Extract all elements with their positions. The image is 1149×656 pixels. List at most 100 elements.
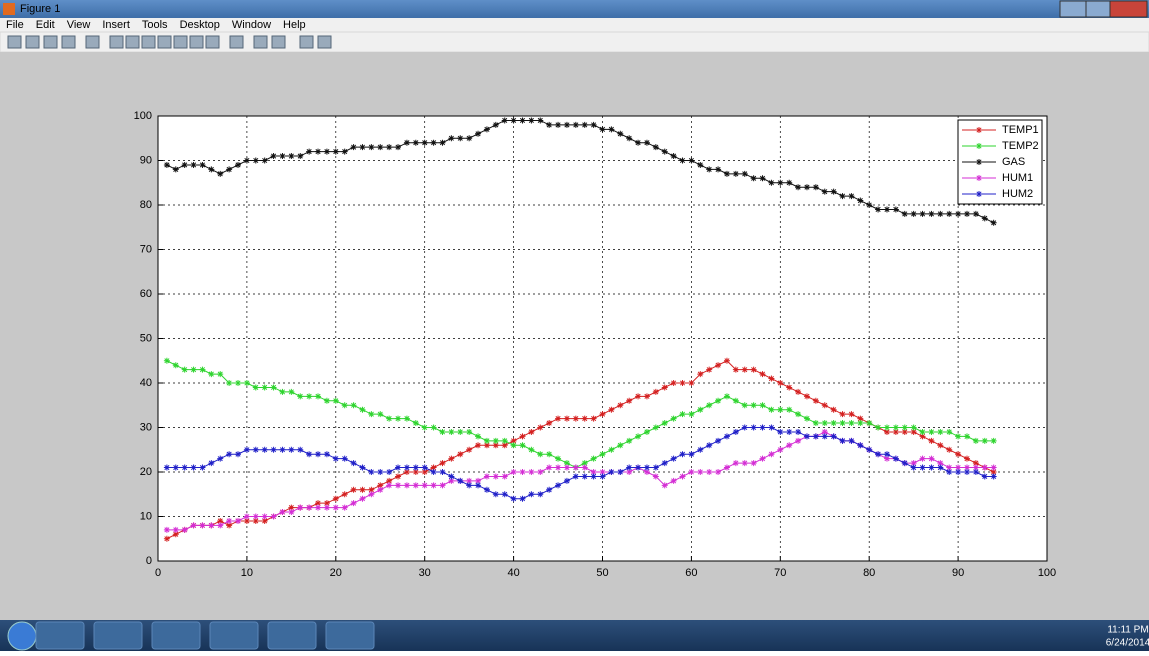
menu-item[interactable]: Insert [102, 19, 130, 31]
tool-button[interactable] [271, 35, 286, 49]
point-marker [243, 157, 250, 164]
tool-button[interactable] [125, 35, 140, 49]
point-marker [163, 526, 170, 533]
taskbar-app[interactable] [209, 621, 259, 650]
point-marker [608, 446, 615, 453]
point-marker [243, 380, 250, 386]
point-marker [883, 455, 890, 462]
point-marker [386, 469, 393, 475]
point-marker [297, 504, 304, 511]
point-marker [261, 157, 268, 164]
point-marker [928, 464, 935, 471]
point-marker [466, 428, 473, 435]
minimize-button[interactable] [1059, 0, 1087, 18]
point-marker [955, 451, 962, 458]
point-marker [750, 460, 757, 467]
point-marker [483, 442, 490, 449]
point-marker [359, 144, 366, 151]
tool-button[interactable] [25, 35, 40, 49]
taskbar-app[interactable] [35, 621, 85, 650]
point-marker [777, 179, 784, 186]
taskbar-app[interactable] [151, 621, 201, 650]
point-marker [688, 380, 695, 386]
point-marker [768, 179, 775, 186]
y-tick-label: 80 [140, 199, 152, 211]
point-marker [732, 428, 739, 435]
point-marker [643, 464, 650, 471]
tool-button[interactable] [61, 35, 76, 49]
menu-item[interactable]: Edit [36, 19, 55, 31]
start-button[interactable] [7, 621, 37, 651]
point-marker [599, 411, 606, 418]
point-marker [910, 424, 917, 431]
point-marker [679, 380, 686, 386]
point-marker [181, 161, 188, 168]
tool-button[interactable] [43, 35, 58, 49]
point-marker [679, 451, 686, 458]
point-marker [963, 455, 970, 462]
point-marker [759, 424, 766, 431]
close-button[interactable] [1109, 0, 1148, 18]
tool-button[interactable] [173, 35, 188, 49]
tool-button[interactable] [157, 35, 172, 49]
taskbar-app[interactable] [267, 621, 317, 650]
point-marker [430, 464, 437, 471]
point-marker [803, 415, 810, 422]
menu-item[interactable]: Help [283, 19, 306, 31]
point-marker [323, 451, 330, 458]
point-marker [830, 433, 837, 440]
tool-button[interactable] [299, 35, 314, 49]
point-marker [555, 455, 562, 462]
menu-item[interactable]: View [67, 19, 91, 31]
point-marker [786, 179, 793, 186]
menu-item[interactable]: Window [232, 19, 271, 31]
legend-marker [976, 143, 982, 149]
point-marker [750, 366, 757, 373]
series-line [166, 119, 994, 224]
point-marker [590, 455, 597, 462]
y-tick-label: 20 [140, 466, 152, 478]
point-marker [643, 139, 650, 146]
point-marker [883, 428, 890, 435]
point-marker [723, 433, 730, 440]
point-marker [981, 215, 988, 222]
tool-button[interactable] [85, 35, 100, 49]
menu-item[interactable]: Desktop [180, 19, 220, 31]
tool-button[interactable] [189, 35, 204, 49]
point-marker [670, 477, 677, 484]
point-marker [697, 446, 704, 453]
point-marker [279, 509, 286, 516]
point-marker [270, 153, 277, 160]
menu-item[interactable]: File [6, 19, 24, 31]
point-marker [812, 433, 819, 440]
tool-button[interactable] [7, 35, 22, 49]
tool-button[interactable] [109, 35, 124, 49]
legend-label: TEMP2 [1002, 140, 1039, 152]
tool-button[interactable] [229, 35, 244, 49]
point-marker [377, 411, 384, 418]
maximize-button[interactable] [1085, 0, 1111, 18]
point-marker [172, 526, 179, 533]
point-marker [492, 442, 499, 449]
tool-button[interactable] [253, 35, 268, 49]
y-tick-label: 60 [140, 288, 152, 300]
point-marker [252, 517, 259, 524]
point-marker [341, 455, 348, 462]
point-marker [581, 415, 588, 422]
point-marker [972, 460, 979, 467]
point-marker [226, 451, 233, 458]
menu-item[interactable]: Tools [142, 19, 168, 31]
tool-button[interactable] [317, 35, 332, 49]
taskbar-app[interactable] [93, 621, 143, 650]
tool-button[interactable] [141, 35, 156, 49]
taskbar-app[interactable] [325, 621, 375, 650]
point-marker [857, 415, 864, 422]
point-marker [315, 504, 322, 511]
y-tick-label: 90 [140, 154, 152, 166]
tool-button[interactable] [205, 35, 220, 49]
point-marker [830, 420, 837, 427]
point-marker [528, 446, 535, 453]
point-marker [821, 420, 828, 427]
point-marker [368, 469, 375, 475]
point-marker [226, 517, 233, 524]
